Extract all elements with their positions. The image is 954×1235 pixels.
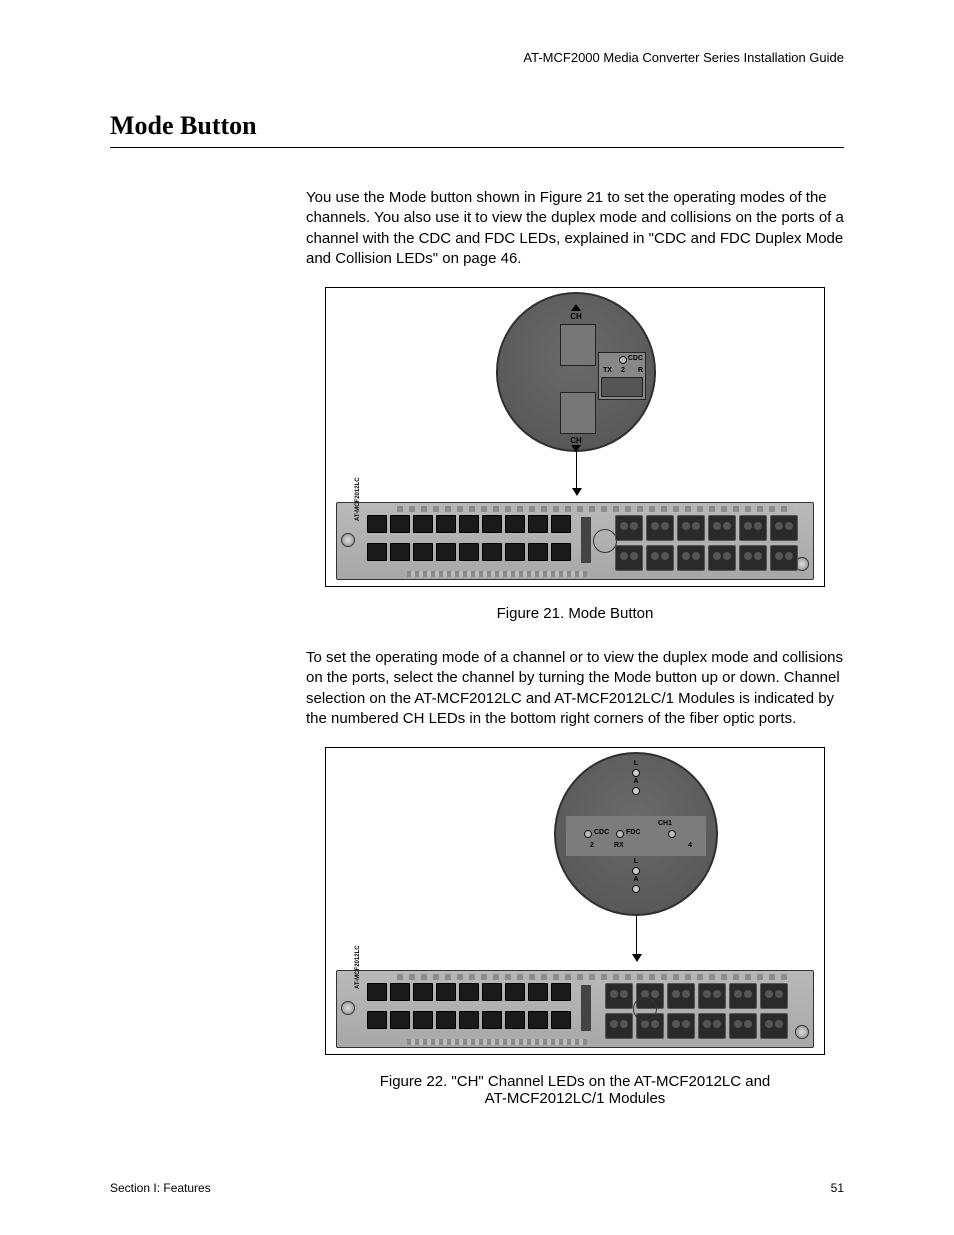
card-model-label: AT-MCF2012LC [355,477,361,521]
fdc-led-icon [616,830,624,838]
rj-port-row-top [367,515,571,533]
la-leds-bottom: L A [632,858,640,894]
screw-icon [341,1001,355,1015]
num2-label: 2 [590,842,594,849]
ch-bottom-label: CH [570,436,582,445]
figure-22-caption: Figure 22. "CH" Channel LEDs on the AT-M… [306,1073,844,1107]
num4-label: 4 [688,842,692,849]
activity-led-icon [632,885,640,893]
paragraph-1: You use the Mode button shown in Figure … [306,188,844,269]
activity-led-icon [632,787,640,795]
fdc-label: FDC [626,829,640,836]
tx-label: TX [603,367,612,374]
callout-circle-icon [633,997,657,1021]
figure-22: L A CH1 CDC FDC 2 RX 4 L A [325,747,825,1055]
leader-line [576,452,577,490]
mode-button-top [560,324,596,366]
footer-page-number: 51 [831,1181,844,1195]
mode-button-on-card [581,517,591,563]
vent-top [397,506,793,512]
paragraph-2: To set the operating mode of a channel o… [306,648,844,729]
rx-label: RX [614,842,624,849]
port-num-label: 2 [621,367,625,374]
ch-top-label: CH [570,312,582,321]
sfp-port-row-top [615,515,798,541]
port-connector [601,377,643,397]
card-model-label: AT-MCF2012LC [355,945,361,989]
caption-line2: AT-MCF2012LC/1 Modules [485,1090,666,1107]
page-footer: Section I: Features 51 [110,1181,844,1195]
vent-bottom-left [407,1039,587,1045]
rj-port-row-bottom [367,543,571,561]
sfp-port-row-bottom [615,545,798,571]
content-column: You use the Mode button shown in Figure … [306,188,844,1107]
ch1-label: CH1 [658,820,672,827]
rj-port-row-top [367,983,571,1001]
link-led-icon [632,769,640,777]
la-leds-top: L A [632,760,640,796]
ch-led-icon [668,830,676,838]
leader-arrow-icon [572,488,582,496]
leader-arrow-icon [632,954,642,962]
leader-line [636,916,637,956]
footer-section: Section I: Features [110,1181,211,1195]
cdc-label: CDC [628,355,643,362]
screw-icon [795,1025,809,1039]
rj-port-row-bottom [367,1011,571,1029]
vent-top [397,974,793,980]
ch-up-arrow-icon [571,304,581,311]
mode-button-bottom [560,392,596,434]
cdc-led-icon [584,830,592,838]
cdc-port-block: CDC TX 2 R [598,352,646,400]
figure-21-detail-circle: CH CDC TX 2 R CH [496,292,656,452]
cdc-label: CDC [594,829,609,836]
figure-21-caption: Figure 21. Mode Button [306,605,844,622]
cdc-led-icon [619,356,627,364]
mode-button-on-card [581,985,591,1031]
vent-bottom-left [407,571,587,577]
mid-panel: CH1 CDC FDC 2 RX 4 [566,816,706,856]
section-title: Mode Button [110,111,844,148]
link-led-icon [632,867,640,875]
figure-21: CH CDC TX 2 R CH AT-MCF2012LC [325,287,825,587]
caption-line1: Figure 22. "CH" Channel LEDs on the AT-M… [380,1073,771,1090]
module-card-fig22: AT-MCF2012LC [336,970,814,1048]
screw-icon [341,533,355,547]
ch-down-arrow-icon [571,445,581,452]
sfp-port-row-bottom [605,1013,788,1039]
doc-header: AT-MCF2000 Media Converter Series Instal… [110,50,844,65]
callout-circle-icon [593,529,617,553]
module-card-fig21: AT-MCF2012LC [336,502,814,580]
figure-22-detail-circle: L A CH1 CDC FDC 2 RX 4 L A [554,752,718,916]
r-label: R [638,367,643,374]
